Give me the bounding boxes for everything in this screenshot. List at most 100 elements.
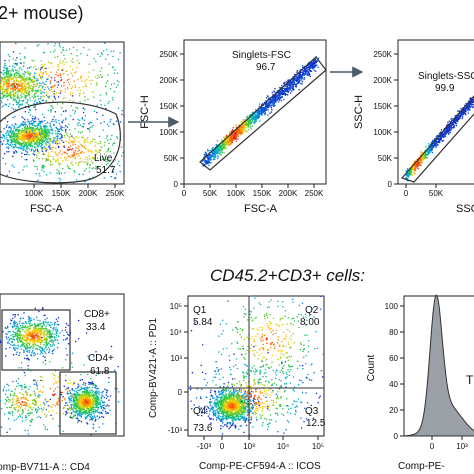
event-dot [77,162,80,165]
event-dot [32,149,35,151]
event-dot [9,84,12,87]
event-dot [45,93,48,96]
event-dot [35,72,37,74]
event-dot [21,83,23,86]
event-dot [58,128,61,131]
event-dot [60,139,63,141]
event-dot [24,57,26,59]
event-dot [6,120,9,123]
event-dot [34,120,36,123]
event-dot [440,136,443,139]
gate-name: Live [94,153,113,164]
event-dot [54,142,57,145]
event-dot [83,145,85,147]
event-dot [267,102,270,104]
event-dot [54,49,56,51]
event-dot [56,330,59,332]
event-dot [13,62,16,65]
event-dot [19,52,21,55]
event-dot [95,165,97,168]
event-dot [66,134,69,137]
event-dot [27,84,30,87]
event-dot [26,100,29,102]
event-dot [41,166,43,168]
event-dot [422,156,424,158]
event-dot [81,131,83,133]
event-dot [7,79,9,81]
event-dot [417,167,419,170]
event-dot [36,80,39,82]
event-dot [16,132,19,135]
event-dot [16,126,18,128]
event-dot [63,127,65,129]
event-dot [79,152,82,154]
event-dot [49,343,52,346]
event-dot [13,93,15,96]
event-dot [65,131,67,133]
event-dot [215,152,218,155]
event-dot [113,168,115,171]
event-dot [47,91,49,94]
event-dot [40,92,42,94]
event-dot [100,146,102,148]
event-dot [8,170,11,173]
event-dot [44,128,46,131]
event-dot [44,86,46,89]
event-dot [66,159,68,162]
event-dot [43,140,45,143]
event-dot [21,103,24,105]
event-dot [63,84,65,87]
event-dot [39,133,41,136]
tick-label: 200K [373,76,392,85]
event-dot [62,338,65,341]
event-dot [60,79,63,81]
event-dot [8,86,10,88]
event-dot [9,72,12,75]
event-dot [24,90,26,92]
event-dot [30,120,32,122]
event-dot [30,128,32,131]
event-dot [14,69,17,72]
event-dot [102,49,105,52]
event-dot [6,90,9,93]
event-dot [64,129,67,132]
event-dot [108,125,110,127]
gate-value: 51.7 [96,165,116,176]
event-dot [41,169,43,172]
event-dot [206,149,209,152]
event-dot [39,320,41,322]
event-dot [25,77,28,80]
event-dot [435,135,438,137]
event-dot [450,128,452,131]
event-dot [296,69,299,72]
event-dot [103,144,106,147]
event-dot [24,96,26,98]
event-dot [258,112,260,115]
event-dot [281,92,283,95]
event-dot [113,72,116,75]
event-dot [51,148,53,151]
event-dot [274,88,276,90]
event-dot [81,125,84,128]
event-dot [24,88,27,91]
event-dot [65,118,67,121]
event-dot [23,134,25,137]
event-dot [49,51,52,53]
event-dot [77,136,80,139]
event-dot [241,131,243,133]
event-dot [6,134,8,137]
event-dot [105,158,107,161]
event-dot [24,141,26,143]
event-dot [52,139,55,142]
event-dot [36,156,38,159]
event-dot [90,151,93,153]
event-dot [99,149,101,151]
event-dot [30,122,32,125]
event-dot [42,355,45,357]
event-dot [22,136,24,139]
event-dot [72,75,74,77]
event-dot [121,109,123,112]
event-dot [428,143,430,145]
event-dot [9,94,12,96]
